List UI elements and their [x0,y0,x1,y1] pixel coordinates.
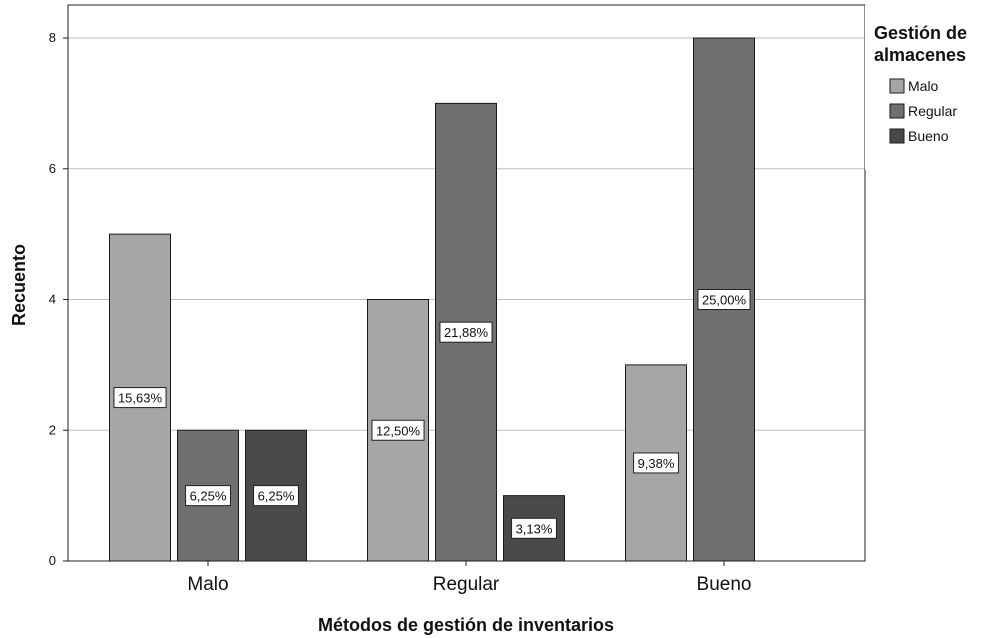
legend-swatch [889,78,905,94]
data-label-box: 25,00% [697,289,751,310]
data-label: 6,25% [190,489,227,504]
legend-label: Regular [908,103,957,119]
data-label-background [113,387,167,409]
y-tick-label: 0 [49,553,56,568]
data-labels: 15,63% 12,50% 9,38% 6,25% 21,88% 25,00% 6,25% 3… [113,289,751,539]
y-axis-title: Recuento [9,244,29,326]
x-category-label: Malo [187,574,228,595]
data-label-background [253,485,299,507]
legend-title: Gestión de [874,23,967,43]
data-label-background [633,452,679,474]
data-label: 15,63% [118,391,163,406]
legend-swatch [889,103,905,119]
y-axis-ticks: 0 2 4 6 8 [49,30,68,568]
data-label: 6,25% [258,489,295,504]
data-label: 12,50% [376,423,421,438]
data-label-background [439,321,493,343]
data-label-background [371,419,425,441]
y-tick-label: 8 [49,30,56,45]
legend-label: Malo [908,78,939,94]
y-tick-label: 2 [49,422,56,437]
data-label-box: 12,50% [371,419,425,441]
legend-background [865,5,992,170]
data-label: 21,88% [444,325,489,340]
y-tick-label: 6 [49,161,56,176]
legend-title: almacenes [874,45,966,65]
data-label: 9,38% [638,456,675,471]
x-category-label: Bueno [697,574,752,595]
legend-swatch [889,128,905,144]
data-label-box: 6,25% [253,485,299,507]
data-label-box: 6,25% [185,485,231,507]
legend-label: Bueno [908,128,949,144]
data-label-box: 3,13% [511,517,557,539]
data-label-background [697,289,751,310]
data-label-background [511,517,557,539]
data-label-box: 9,38% [633,452,679,474]
data-label: 25,00% [702,293,747,308]
y-tick-label: 4 [49,292,56,307]
data-label-box: 21,88% [439,321,493,343]
x-axis-categories: Malo Regular Bueno [187,561,751,595]
x-category-label: Regular [433,574,500,595]
data-label-box: 15,63% [113,387,167,409]
data-label: 3,13% [516,521,553,536]
x-axis-title: Métodos de gestión de inventarios [318,615,614,635]
data-label-background [185,485,231,507]
